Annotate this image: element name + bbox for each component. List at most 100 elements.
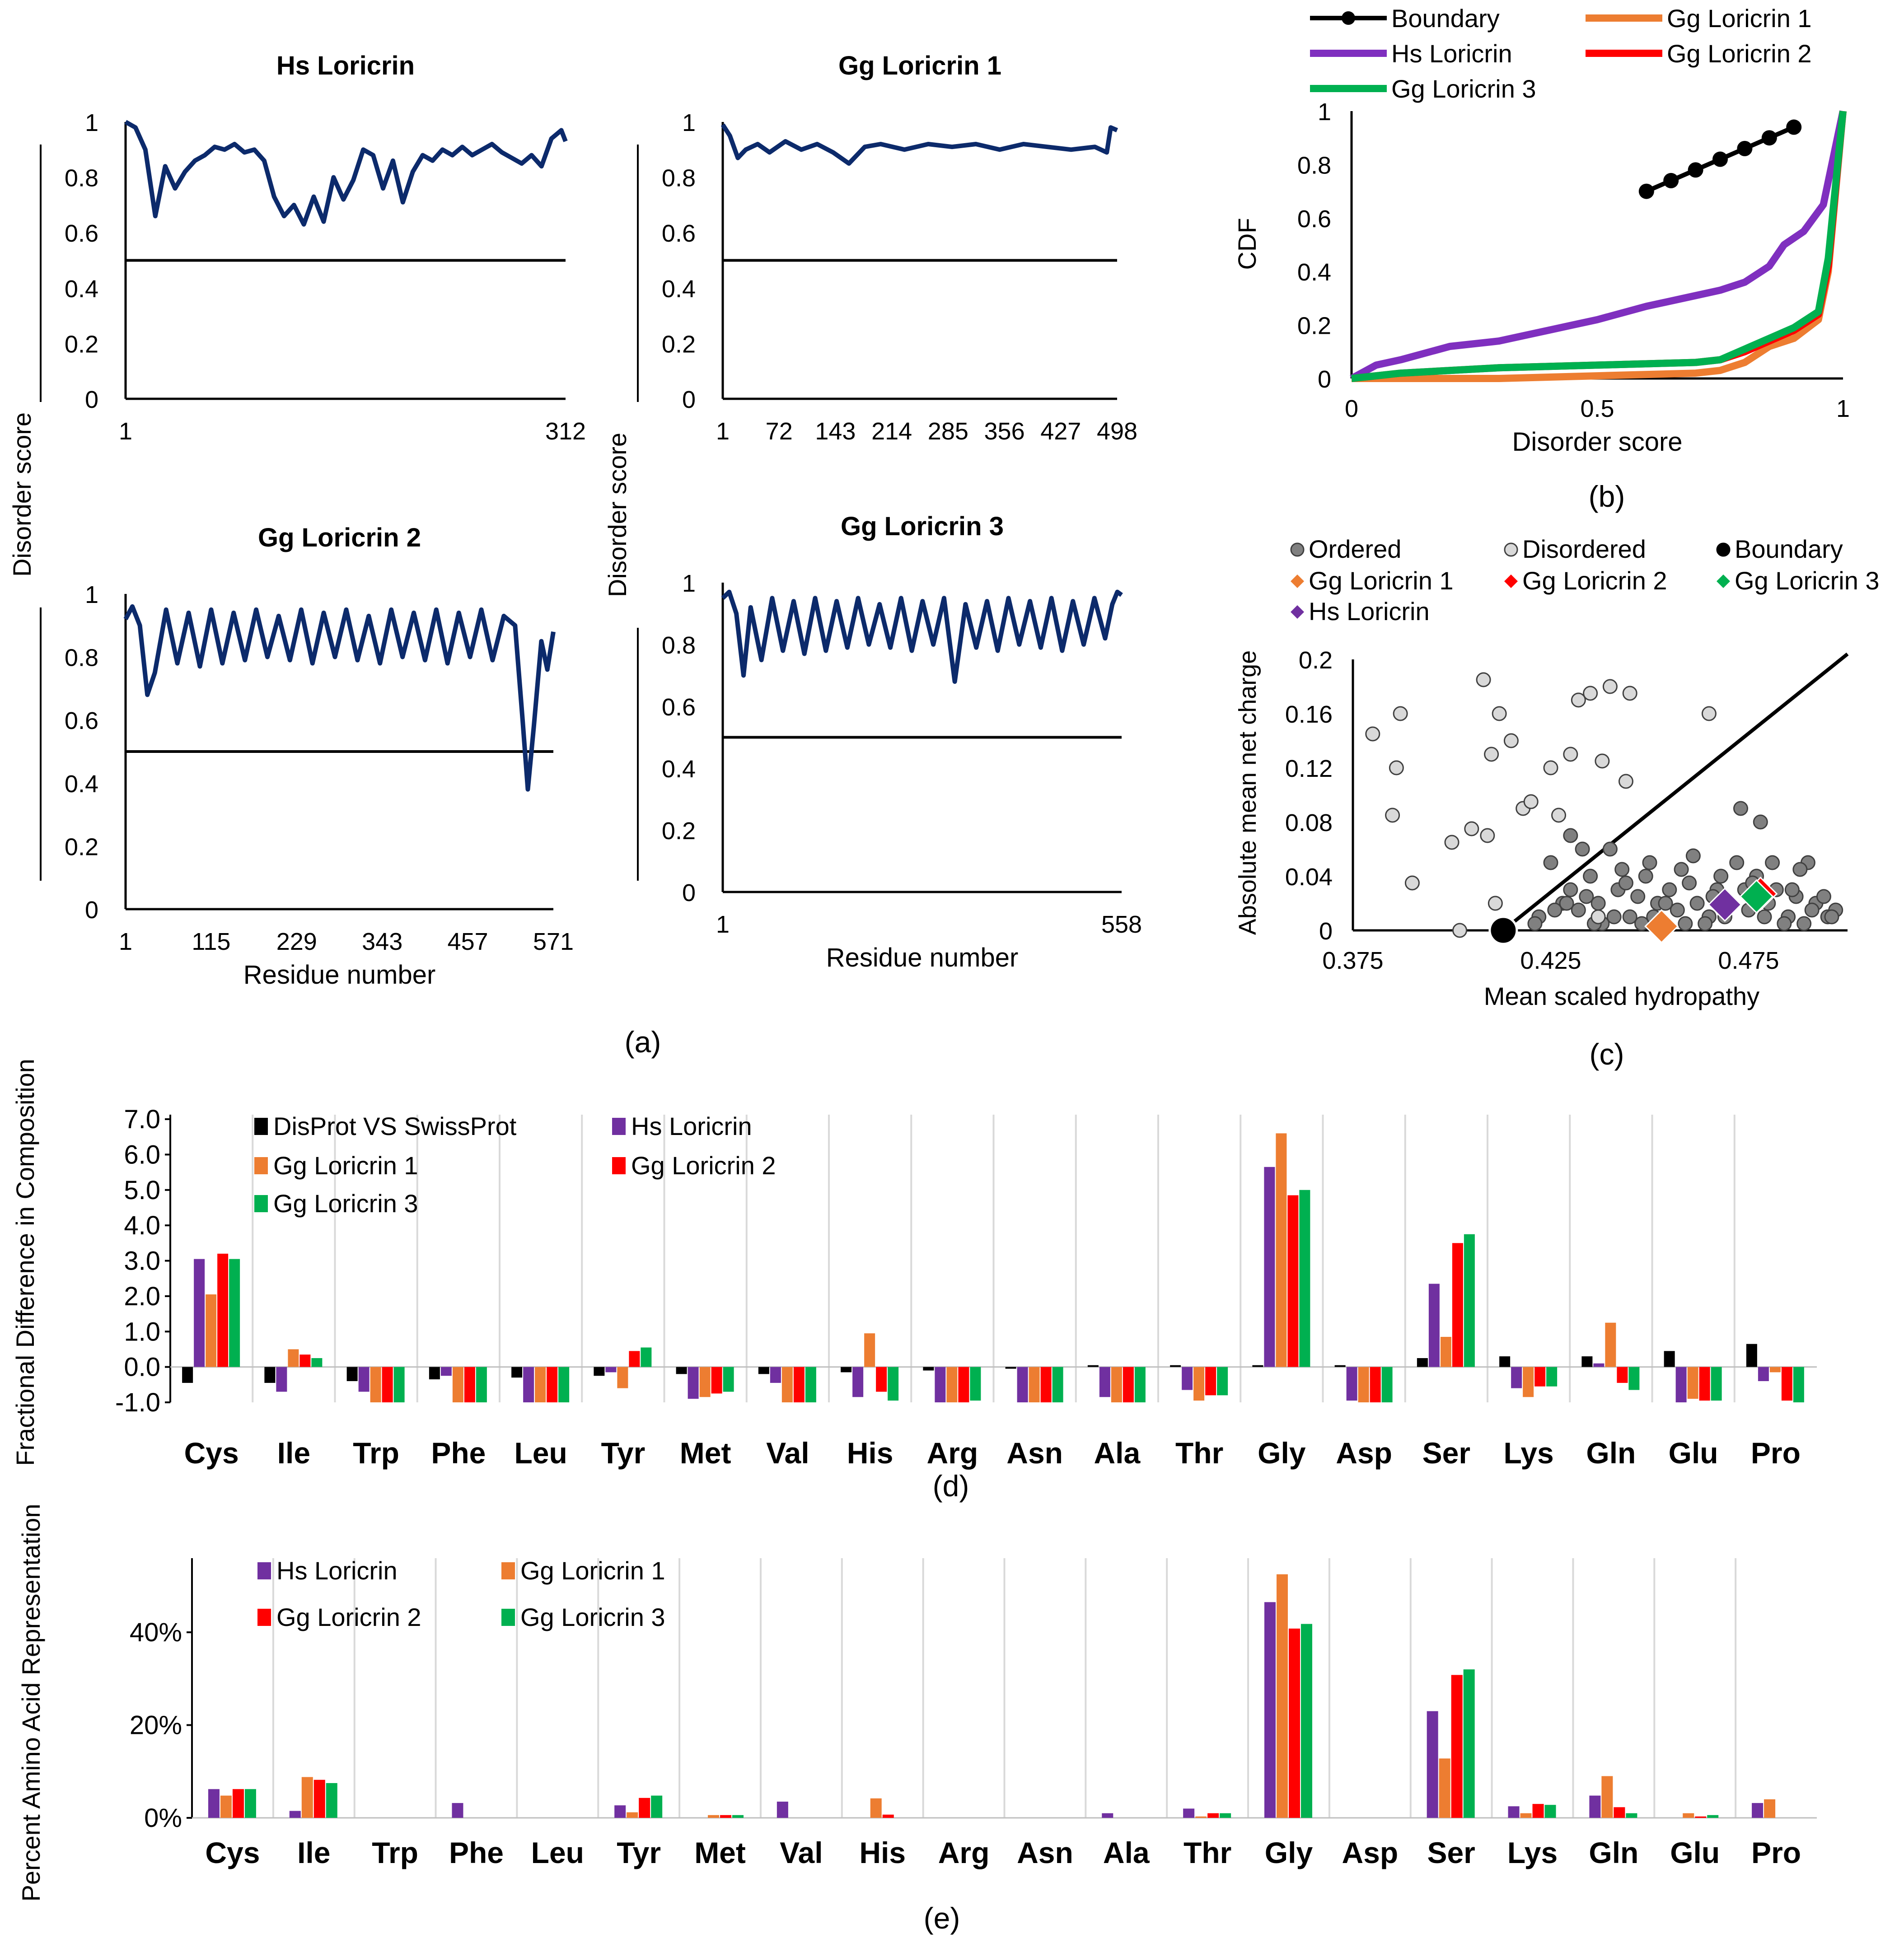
- bar-gg-loricrin-1: [301, 1777, 313, 1818]
- bar-gg-loricrin-3: [326, 1783, 337, 1818]
- legend-marker-hs-loricrin: [1291, 605, 1304, 619]
- bar-hs-loricrin: [605, 1367, 617, 1373]
- category-label: Lys: [1507, 1836, 1558, 1869]
- y-axis-label: Disorder score: [8, 412, 36, 577]
- legend-label-boundary: Boundary: [1735, 535, 1843, 563]
- point-ordered: [1614, 862, 1630, 877]
- category-label: Leu: [514, 1436, 567, 1470]
- bar-disprot-vs-swissprot: [1005, 1367, 1016, 1369]
- category-label: Ser: [1427, 1836, 1475, 1869]
- x-tick-label: 0: [1345, 395, 1358, 422]
- point-disordered: [1618, 774, 1633, 789]
- y-tick-label: 1.0: [124, 1317, 160, 1346]
- bar-hs-loricrin: [1017, 1367, 1028, 1402]
- y-tick-label: 0%: [144, 1803, 182, 1833]
- disorder-line: [720, 123, 1118, 166]
- legend-label-ordered: Ordered: [1309, 535, 1401, 563]
- y-tick-label: -1.0: [115, 1388, 160, 1417]
- category-label: Ser: [1422, 1436, 1470, 1470]
- point-ordered: [1571, 902, 1586, 918]
- category-label: Pro: [1751, 1436, 1801, 1470]
- category-label: Ile: [277, 1436, 310, 1470]
- bar-gg-loricrin-3: [805, 1367, 816, 1402]
- point-disordered: [1464, 821, 1479, 836]
- x-tick-label: 115: [192, 928, 230, 955]
- category-label: His: [847, 1436, 894, 1470]
- bar-gg-loricrin-3: [1626, 1813, 1637, 1818]
- point-ordered: [1753, 814, 1768, 830]
- legend-marker-ordered: [1290, 542, 1305, 557]
- bar-disprot-vs-swissprot: [1499, 1356, 1511, 1367]
- boundary-marker: [1737, 140, 1753, 156]
- bar-gg-loricrin-1: [288, 1349, 299, 1367]
- bar-gg-loricrin-2: [1451, 1675, 1463, 1818]
- point-ordered: [1757, 909, 1772, 925]
- bar-gg-loricrin-3: [1707, 1815, 1719, 1818]
- y-tick-label: 0: [682, 386, 696, 413]
- point-disordered: [1503, 733, 1519, 748]
- y-tick-label: 0.6: [662, 694, 696, 721]
- bar-gg-loricrin-1: [1111, 1367, 1122, 1402]
- point-disordered: [1404, 875, 1420, 891]
- y-tick-label: 0.6: [662, 220, 696, 247]
- legend-label-gg-loricrin-3: Gg Loricrin 3: [273, 1189, 418, 1218]
- category-label: Val: [766, 1436, 809, 1470]
- point-disordered: [1571, 692, 1586, 708]
- point-disordered: [1492, 706, 1507, 721]
- legend-marker-boundary: [1716, 542, 1731, 557]
- point-ordered: [1527, 916, 1543, 931]
- legend-label-gg-loricrin-2: Gg Loricrin 2: [631, 1151, 776, 1180]
- x-tick-label: 427: [1040, 418, 1081, 445]
- bar-disprot-vs-swissprot: [1664, 1351, 1675, 1367]
- category-label: Gln: [1589, 1836, 1638, 1869]
- y-axis-label: CDF: [1233, 218, 1261, 270]
- bar-disprot-vs-swissprot: [1417, 1358, 1428, 1367]
- bar-hs-loricrin: [1752, 1803, 1764, 1818]
- point-boundary: [1488, 915, 1518, 945]
- x-tick-label: 1: [716, 911, 730, 938]
- bar-gg-loricrin-2: [1695, 1816, 1707, 1818]
- category-label: Met: [694, 1836, 746, 1869]
- bar-disprot-vs-swissprot: [1746, 1344, 1757, 1367]
- bar-gg-loricrin-2: [882, 1814, 894, 1818]
- boundary-marker: [1712, 151, 1728, 167]
- y-axis-label: Percent Amino Acid Representation: [17, 1504, 45, 1902]
- bar-gg-loricrin-3: [1463, 1669, 1475, 1818]
- y-tick-label: 0.16: [1285, 701, 1333, 728]
- bar-hs-loricrin: [935, 1367, 946, 1402]
- bar-gg-loricrin-3: [723, 1367, 734, 1392]
- bar-gg-loricrin-2: [1699, 1367, 1710, 1401]
- x-tick-label: 1: [119, 928, 132, 955]
- point-disordered: [1393, 706, 1408, 721]
- bar-gg-loricrin-2: [313, 1779, 325, 1818]
- bar-gg-loricrin-1: [1195, 1816, 1207, 1818]
- point-ordered: [1804, 902, 1820, 918]
- bar-gg-loricrin-2: [876, 1367, 887, 1392]
- bar-gg-loricrin-3: [1464, 1234, 1475, 1367]
- y-tick-label: 1: [682, 109, 696, 136]
- point-ordered: [1563, 828, 1578, 843]
- legend-marker-gg-loricrin-3: [1717, 574, 1730, 588]
- y-tick-label: 0.4: [662, 276, 696, 303]
- y-tick-label: 7.0: [124, 1105, 160, 1134]
- category-label: Tyr: [617, 1836, 661, 1869]
- x-axis-label: Mean scaled hydropathy: [1484, 982, 1759, 1010]
- category-label: Thr: [1184, 1836, 1231, 1869]
- point-ordered: [1622, 909, 1637, 925]
- bar-hs-loricrin: [777, 1802, 788, 1818]
- bar-gg-loricrin-1: [708, 1815, 720, 1818]
- x-tick-label: 498: [1097, 418, 1137, 445]
- x-tick-label: 0.5: [1580, 395, 1614, 422]
- legend-marker-gg-loricrin-1: [1291, 574, 1304, 588]
- cdf-line-gg-loricrin-3: [1351, 111, 1847, 382]
- bar-gg-loricrin-3: [651, 1795, 663, 1818]
- bar-hs-loricrin: [1099, 1367, 1110, 1397]
- point-ordered: [1583, 869, 1598, 884]
- bar-gg-loricrin-3: [732, 1815, 744, 1818]
- bar-gg-loricrin-1: [946, 1367, 958, 1402]
- category-label: Cys: [205, 1836, 260, 1869]
- point-ordered: [1816, 889, 1831, 904]
- y-tick-label: 0.6: [65, 220, 98, 247]
- bar-hs-loricrin: [289, 1811, 301, 1818]
- bar-gg-loricrin-2: [711, 1367, 722, 1394]
